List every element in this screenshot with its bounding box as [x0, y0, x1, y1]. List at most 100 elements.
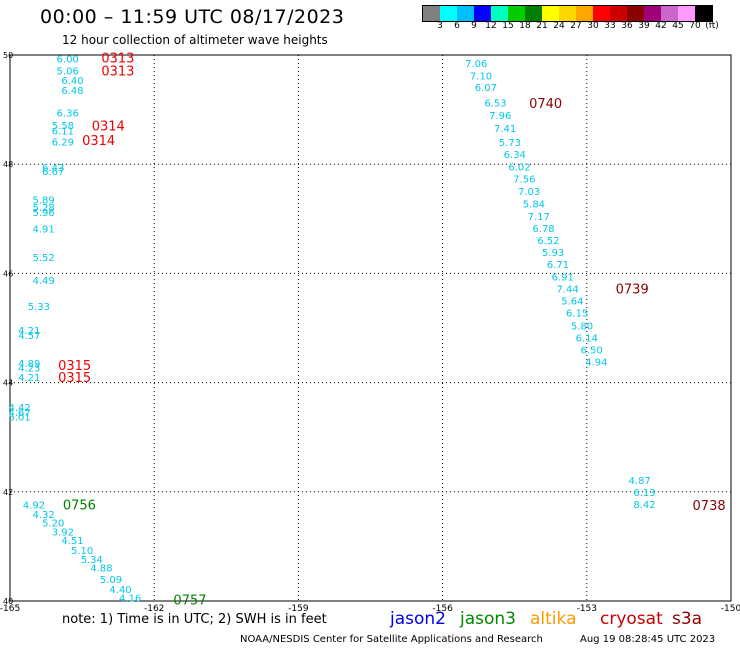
color-scale-label: 3 — [437, 21, 443, 31]
longitude-label: -156 — [432, 604, 453, 614]
wave-height-value: 4.89 — [18, 359, 40, 370]
color-swatch — [508, 6, 525, 21]
wave-height-value: 4.91 — [33, 225, 55, 236]
wave-height-value: 5.06 — [57, 66, 79, 77]
color-scale-label: 45 — [672, 21, 684, 31]
pass-id-label: 0738 — [693, 499, 726, 514]
color-scale-label: 9 — [471, 21, 477, 31]
color-scale-label: 15 — [502, 21, 514, 31]
color-swatch — [610, 6, 627, 21]
wave-height-value: 5.84 — [523, 200, 545, 211]
wave-height-value: 5.33 — [28, 302, 50, 313]
satellite-legend-item: altika — [530, 609, 577, 629]
generated-timestamp: Aug 19 08:28:45 UTC 2023 — [580, 634, 716, 645]
wave-height-value: 6.50 — [580, 345, 602, 356]
satellite-legend-item: jason3 — [460, 609, 516, 629]
color-swatch — [423, 6, 440, 21]
wave-height-value: 5.93 — [542, 248, 564, 259]
wave-height-value: 4.32 — [33, 510, 55, 521]
credit-line: NOAA/NESDIS Center for Satellite Applica… — [240, 634, 543, 645]
pass-id-label: 0313 — [101, 64, 134, 79]
wave-height-value: 6.29 — [52, 137, 74, 148]
pass-id-label: 0314 — [82, 134, 115, 149]
latitude-label: 44 — [3, 379, 13, 388]
color-scale-label: 33 — [604, 21, 616, 31]
color-swatch — [627, 6, 644, 21]
wave-height-value: 4.23 — [18, 363, 40, 374]
latitude-label: 46 — [3, 269, 13, 278]
wave-height-value: 6.34 — [504, 150, 526, 161]
wave-height-value: 6.11 — [52, 126, 74, 137]
wave-height-value: 4.67 — [8, 408, 30, 419]
pass-id-label: 0739 — [616, 283, 649, 298]
wave-height-value: 4.51 — [61, 536, 83, 547]
wave-height-value: 7.56 — [513, 174, 535, 185]
pass-id-label: 0315 — [58, 371, 91, 386]
wave-height-value: 5.01 — [8, 412, 30, 423]
wave-height-value: 4.94 — [585, 357, 607, 368]
wave-height-value: 6.43 — [42, 163, 64, 174]
color-swatch — [440, 6, 457, 21]
color-scale-label: 70 — [689, 21, 701, 31]
wave-height-value: 5.34 — [81, 555, 103, 566]
pass-id-label: 0314 — [92, 119, 125, 134]
color-scale-label: 36 — [621, 21, 633, 31]
wave-height-value: 6.52 — [537, 236, 559, 247]
longitude-label: -150 — [721, 604, 740, 614]
pass-id-label: 0313 — [101, 52, 134, 67]
pass-id-label: 0740 — [529, 97, 562, 112]
color-swatch — [678, 6, 695, 21]
latitude-label: 40 — [3, 597, 13, 606]
wave-height-value: 4.57 — [18, 331, 40, 342]
satellite-legend-item: cryosat — [600, 609, 663, 629]
color-scale-label: 21 — [536, 21, 548, 31]
color-scale-label: 6 — [454, 21, 460, 31]
wave-height-value: 7.06 — [465, 59, 487, 70]
color-scale-label: 24 — [553, 21, 565, 31]
wave-height-value: 7.44 — [556, 285, 578, 296]
color-swatch — [542, 6, 559, 21]
wave-height-value: 4.87 — [629, 476, 651, 487]
footnote: note: 1) Time is in UTC; 2) SWH is in fe… — [62, 612, 327, 627]
wave-height-value: 4.42 — [8, 403, 30, 414]
pass-id-label: 0756 — [63, 498, 96, 513]
latitude-label: 48 — [3, 160, 13, 169]
color-scale-bar — [422, 5, 713, 22]
latitude-label: 42 — [3, 488, 13, 497]
wave-height-value: 5.58 — [52, 121, 74, 132]
wave-height-value: 6.67 — [42, 167, 64, 178]
longitude-label: -153 — [577, 604, 597, 614]
color-swatch — [695, 6, 712, 21]
longitude-label: -162 — [144, 604, 164, 614]
graticule — [10, 55, 731, 601]
satellite-legend-item: jason2 — [390, 609, 446, 629]
wave-height-value: 6.15 — [566, 309, 588, 320]
wave-height-value: 6.07 — [475, 83, 497, 94]
wave-height-value: 5.52 — [33, 253, 55, 264]
axis-labels: -165 -162 -159 -156 -153 -150 50 48 46 44 42 40 — [0, 51, 740, 614]
wave-height-value: 6.53 — [484, 99, 506, 110]
color-swatch — [593, 6, 610, 21]
wave-height-value: 6.40 — [61, 76, 83, 87]
wave-height-value: 4.21 — [18, 373, 40, 384]
color-scale-label: 27 — [570, 21, 582, 31]
wave-height-value: 5.96 — [33, 208, 55, 219]
color-scale-label: 30 — [587, 21, 599, 31]
wave-height-value: 7.41 — [494, 124, 516, 135]
color-scale-label: 39 — [638, 21, 650, 31]
latitude-label: 50 — [3, 51, 13, 60]
color-scale-label: 18 — [519, 21, 531, 31]
map-title: 00:00 – 11:59 UTC 08/17/2023 — [40, 6, 345, 28]
wave-height-value: 6.13 — [633, 488, 655, 499]
wave-height-value: 6.14 — [576, 333, 598, 344]
color-swatch — [457, 6, 474, 21]
wave-height-value: 5.20 — [42, 518, 64, 529]
wave-height-value: 4.40 — [109, 585, 131, 596]
wave-height-value: 5.73 — [499, 138, 521, 149]
longitude-label: -159 — [288, 604, 309, 614]
plot-frame — [9, 54, 732, 602]
wave-height-value: 7.96 — [489, 111, 511, 122]
